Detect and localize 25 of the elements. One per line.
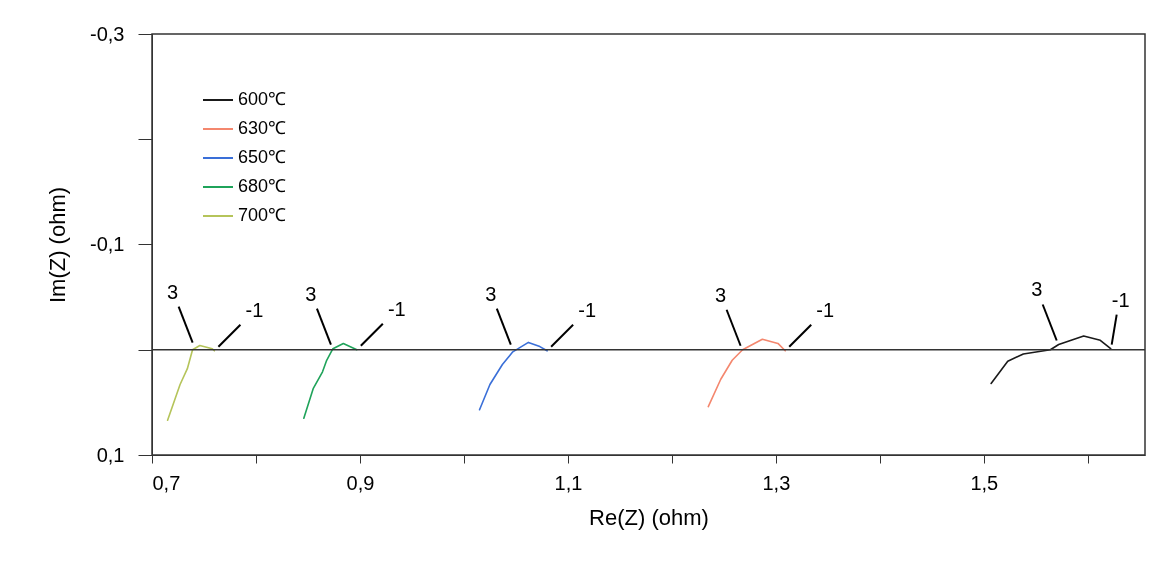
legend-label: 600℃: [238, 89, 287, 109]
x-tick-label: 1,5: [970, 471, 999, 494]
annotation: -1: [1111, 288, 1130, 311]
x-tick-label: 0,9: [346, 471, 375, 494]
x-tick-label: 1,3: [762, 471, 791, 494]
y-tick-label: 0,1: [96, 443, 125, 466]
x-tick-label: 0,7: [152, 471, 181, 494]
annotation: -1: [578, 298, 597, 321]
legend-label: 650℃: [238, 147, 287, 167]
annotation: 3: [715, 283, 727, 306]
y-tick-label: -0,1: [90, 233, 125, 255]
legend-label: 700℃: [238, 205, 287, 225]
legend-label: 630℃: [238, 118, 287, 138]
annotation: 3: [1031, 278, 1043, 301]
annotation: -1: [387, 297, 406, 320]
annotation: -1: [816, 298, 835, 321]
x-axis-title: Re(Z) (ohm): [589, 504, 709, 530]
annotation: 3: [485, 282, 497, 305]
annotation: 3: [167, 280, 179, 303]
x-tick-label: 1,1: [554, 471, 583, 494]
annotation: -1: [245, 298, 264, 321]
annotation: 3: [305, 282, 317, 305]
legend-label: 680℃: [238, 176, 287, 196]
y-tick-label: -0,3: [90, 22, 125, 45]
y-axis-title: Im(Z) (ohm): [45, 186, 71, 304]
